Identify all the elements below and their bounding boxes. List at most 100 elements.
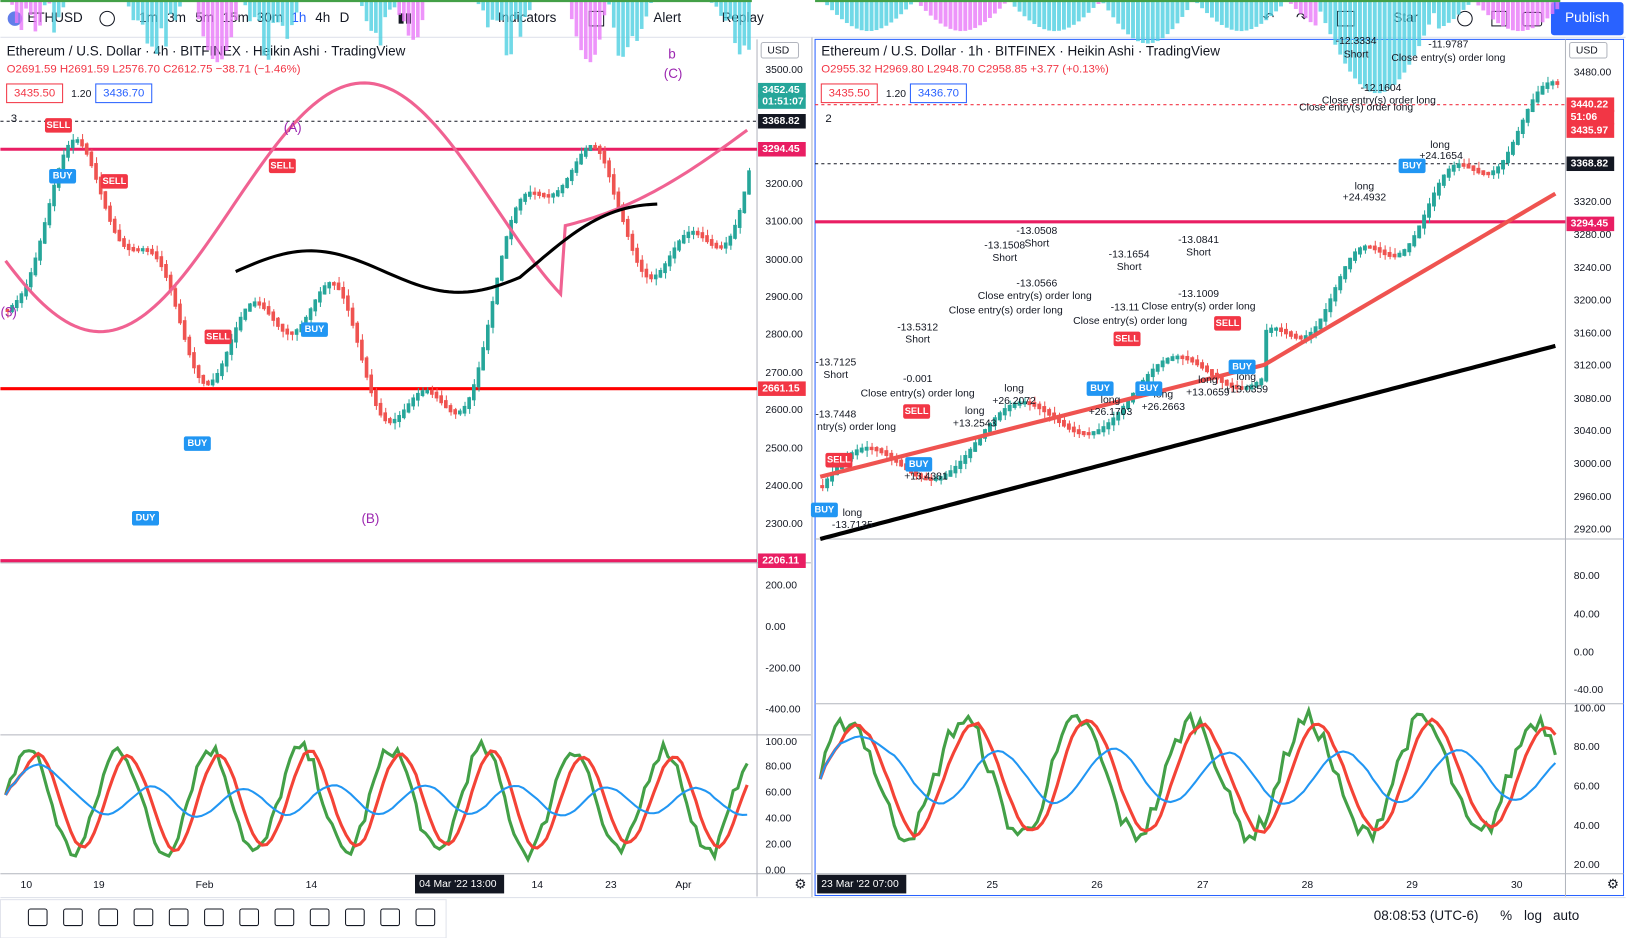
percent-toggle[interactable]: % [1500,908,1512,923]
signal-label: BUY [909,459,929,469]
histogram-bar [196,0,201,20]
candle [933,477,938,481]
axis-label: 200.00 [765,580,797,591]
currency-box [760,41,800,59]
histogram-bar [583,0,588,60]
candle [89,151,94,167]
candle [140,248,145,252]
interval-button[interactable]: 4h [315,10,330,25]
candle [1205,365,1209,373]
settings-gear[interactable]: ⚙ [1607,877,1619,892]
candle [28,272,33,288]
candle [1506,151,1510,164]
interval-button[interactable]: 1h [291,10,306,25]
tool-icon[interactable] [27,908,48,927]
histogram-bar [1027,0,1032,21]
axis-label: 40.00 [1574,609,1600,620]
histogram-bar [402,0,406,22]
candle [1308,331,1313,339]
histogram-bar [220,0,224,60]
ohlc-legend: O2955.32 H2969.80 L2948.70 C2958.85 +3.7… [821,63,1109,75]
candle [1170,356,1175,361]
signal-label: DUY [136,513,156,523]
candle [923,475,928,481]
histogram-bar [894,0,899,19]
tool-icon[interactable] [309,908,330,927]
layers-toggle[interactable]: 2 [825,113,831,125]
trade-annotation: long [1004,383,1024,394]
candle [168,274,173,292]
signal-label: BUY [1402,160,1422,170]
tool-icon[interactable] [204,908,224,927]
tool-icon[interactable] [168,908,189,927]
histogram-bar [625,0,630,48]
candle [1402,249,1407,256]
axis-label: 0.00 [765,622,785,633]
interval-button[interactable]: D [340,10,350,25]
histogram-bar [518,0,523,37]
candle [953,465,958,474]
bid-price[interactable]: 3435.50 [14,87,55,99]
ask-price[interactable]: 3436.70 [918,87,959,99]
redo-button[interactable]: ↷ [1296,10,1307,25]
settings-button[interactable] [1457,10,1473,27]
histogram-bar [392,0,397,8]
clock: 08:08:53 (UTC-6) [1374,908,1479,923]
price-tag [758,141,806,157]
tool-icon[interactable] [380,908,400,927]
histogram-bar [602,0,607,16]
publish-label[interactable]: Publish [1565,10,1609,25]
tool-icon[interactable] [63,908,83,927]
histogram-bar [635,0,639,41]
oscillator-line [818,717,1557,839]
price-tag [1566,123,1615,138]
trade-annotation: +26.2663 [1142,402,1186,413]
tool-icon[interactable] [345,908,365,927]
publish-button[interactable] [1550,2,1624,36]
compare-button[interactable] [99,10,115,27]
candle [243,308,248,320]
histogram-bar [33,0,38,32]
histogram-bar [24,0,28,9]
drawing-tools [27,908,436,927]
candle [1545,82,1550,89]
candle [625,218,630,237]
moving-average [819,343,1556,541]
candle [276,317,280,327]
alert-button[interactable]: Alert [653,10,681,25]
settings-gear[interactable]: ⚙ [794,877,806,892]
undo-button[interactable]: ↶ [1263,10,1274,25]
tool-icon[interactable] [98,908,119,927]
candle [1303,335,1308,340]
trade-annotation: Short [905,335,930,346]
axis-label: 3040.00 [1574,426,1612,437]
tool-icon[interactable] [133,908,154,927]
candle [1047,409,1052,416]
candle [215,372,220,383]
candle [1451,164,1456,172]
candle [992,417,997,427]
histogram-bar [243,0,248,6]
candle [1436,182,1441,196]
tool-icon[interactable] [239,908,260,927]
tool-icon[interactable] [415,908,436,927]
active-pane-frame [814,38,1625,897]
bid-price[interactable]: 3435.50 [829,87,870,99]
auto-toggle[interactable]: auto [1553,908,1579,923]
signal-label: BUY [188,438,208,448]
ask-price[interactable]: 3436.70 [103,87,144,99]
candle [658,269,663,278]
layers-toggle[interactable]: 3 [11,113,17,125]
histogram-bar [1200,0,1205,9]
histogram-bar [164,0,168,47]
tool-icon[interactable] [274,908,295,927]
candle [630,233,635,251]
histogram-bar [1219,0,1224,25]
candle [364,357,369,378]
candle [19,293,24,304]
log-toggle[interactable]: log [1524,908,1542,923]
currency[interactable]: USD [767,46,789,57]
currency[interactable]: USD [1576,46,1598,57]
histogram-bar [835,0,839,15]
